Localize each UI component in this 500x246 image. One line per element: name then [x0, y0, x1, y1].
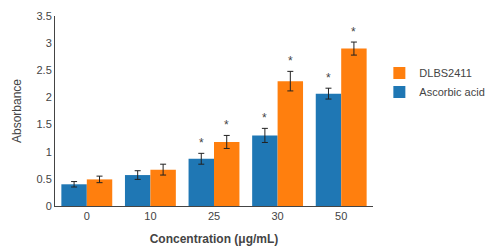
svg-text:30: 30 [271, 210, 283, 222]
svg-text:Absorbance: Absorbance [10, 79, 24, 143]
svg-text:*: * [288, 54, 293, 68]
svg-text:DLBS2411: DLBS2411 [419, 67, 471, 79]
svg-text:1: 1 [46, 146, 52, 158]
svg-text:*: * [262, 111, 267, 125]
svg-text:50: 50 [335, 210, 347, 222]
svg-text:*: * [351, 25, 356, 39]
svg-text:2: 2 [46, 91, 52, 103]
svg-text:0: 0 [46, 200, 52, 212]
svg-text:0.5: 0.5 [37, 173, 52, 185]
svg-text:10: 10 [144, 210, 156, 222]
svg-text:*: * [199, 136, 204, 150]
svg-text:Concentration (μg/mL): Concentration (μg/mL) [150, 232, 279, 246]
svg-text:3.5: 3.5 [37, 10, 52, 22]
svg-text:*: * [326, 71, 331, 85]
svg-text:Ascorbic acid: Ascorbic acid [419, 86, 484, 98]
svg-text:1.5: 1.5 [37, 118, 52, 130]
svg-text:2.5: 2.5 [37, 64, 52, 76]
svg-text:0: 0 [84, 210, 90, 222]
svg-text:*: * [224, 118, 229, 132]
svg-text:3: 3 [46, 37, 52, 49]
svg-text:25: 25 [208, 210, 220, 222]
